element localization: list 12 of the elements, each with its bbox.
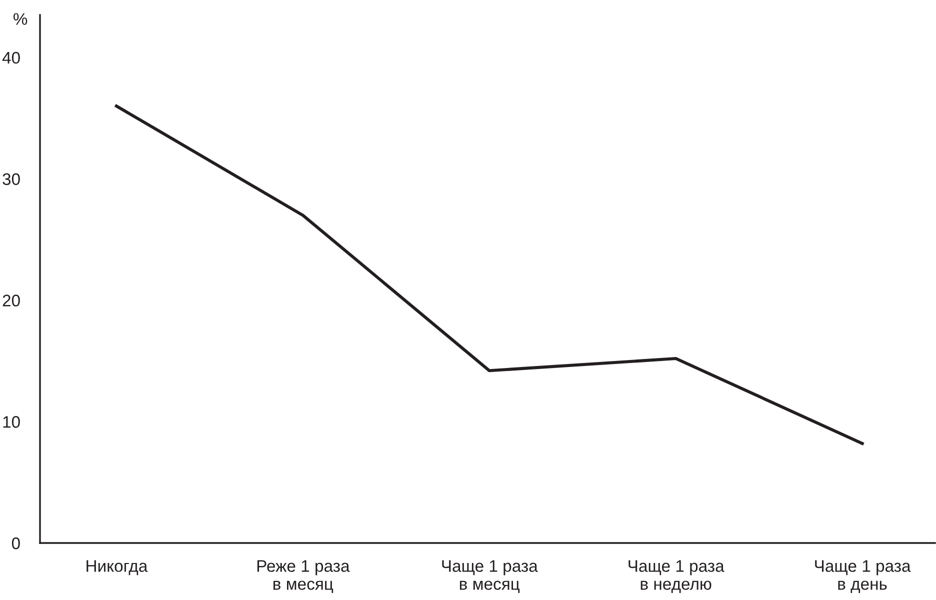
y-tick-label: 40	[2, 52, 20, 64]
y-tick-label: 10	[3, 416, 20, 428]
x-tick-label: Никогда	[86, 560, 148, 576]
x-tick-label: Реже 1 раза в месяц	[257, 560, 350, 594]
x-tick-label: Чаще 1 раза в день	[815, 560, 911, 594]
y-tick-label: 30	[2, 173, 20, 186]
line-series	[114, 104, 864, 445]
x-tick-label: Чаще 1 раза в месяц	[442, 560, 538, 594]
y-tick-label: 20	[2, 294, 20, 306]
y-axis-title: %	[13, 13, 28, 25]
x-tick-label: Чаще 1 раза в неделю	[628, 560, 724, 594]
y-tick-label: 0	[12, 537, 20, 550]
